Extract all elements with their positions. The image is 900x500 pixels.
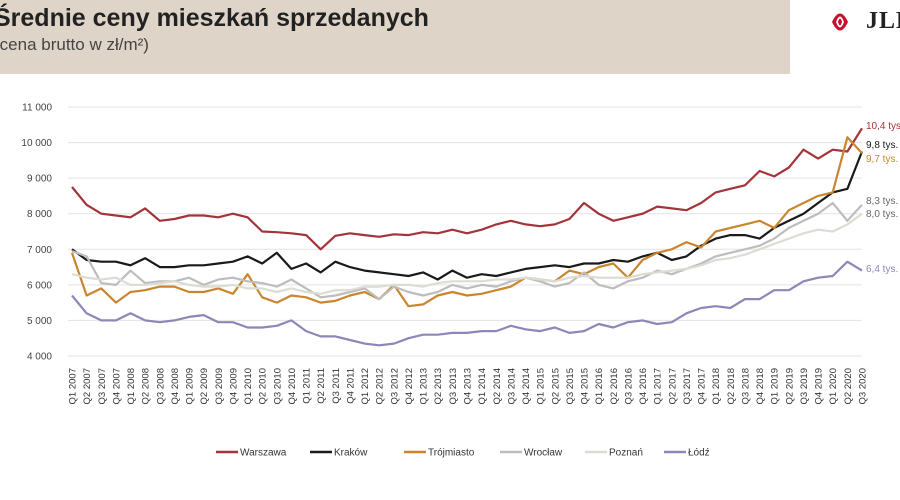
end-label: 9,7 tys. bbox=[866, 154, 898, 165]
x-tick-label: Q1 2014 bbox=[477, 368, 488, 404]
x-tick-label: Q2 2011 bbox=[316, 368, 327, 404]
x-tick-label: Q2 2020 bbox=[843, 368, 854, 404]
y-tick-label: 5 000 bbox=[27, 316, 52, 327]
end-label: 6,4 tys. bbox=[866, 264, 898, 275]
x-tick-label: Q2 2015 bbox=[550, 368, 561, 404]
legend-label: Trójmiasto bbox=[428, 448, 475, 459]
series-line-poznan bbox=[71, 212, 863, 295]
end-label: 10,4 tys. bbox=[866, 121, 900, 132]
legend-label: Kraków bbox=[334, 448, 368, 459]
x-tick-label: Q3 2015 bbox=[565, 368, 576, 404]
x-tick-label: Q3 2017 bbox=[682, 368, 693, 404]
x-tick-label: Q3 2010 bbox=[272, 368, 283, 404]
series-line-krakow bbox=[71, 151, 864, 281]
x-tick-label: Q1 2010 bbox=[243, 368, 254, 404]
end-labels: 10,4 tys. 9,8 tys. 9,7 tys. 8,3 tys. 8,0 tys… bbox=[866, 121, 900, 275]
x-tick-label: Q2 2019 bbox=[784, 368, 795, 404]
x-tick-label: Q4 2017 bbox=[697, 368, 708, 404]
x-tick-label: Q3 2014 bbox=[506, 368, 517, 404]
x-tick-label: Q1 2017 bbox=[653, 368, 664, 404]
x-axis: Q1 2007 Q2 2007 Q3 2007 Q4 2007 Q1 2008 Q2 20… bbox=[68, 368, 869, 404]
x-tick-label: Q1 2012 bbox=[360, 368, 371, 404]
x-tick-label: Q2 2014 bbox=[492, 368, 503, 404]
x-tick-label: Q2 2013 bbox=[433, 368, 444, 404]
series-line-lodz bbox=[71, 260, 863, 347]
y-tick-label: 6 000 bbox=[27, 280, 52, 291]
x-tick-label: Q1 2019 bbox=[770, 368, 781, 404]
x-tick-label: Q3 2007 bbox=[97, 368, 108, 404]
series-lines bbox=[70, 127, 864, 347]
header-band bbox=[0, 0, 790, 74]
legend-label: Poznań bbox=[609, 448, 643, 459]
x-tick-label: Q1 2016 bbox=[594, 368, 605, 404]
x-tick-label: Q4 2016 bbox=[638, 368, 649, 404]
legend: Warszawa Kraków Trójmiasto Wrocław Poznań Łód… bbox=[216, 448, 710, 459]
x-tick-label: Q2 2010 bbox=[258, 368, 269, 404]
y-axis: 4 000 5 000 6 000 7 000 8 000 9 000 10 000 11 0… bbox=[21, 103, 52, 363]
x-tick-label: Q2 2017 bbox=[667, 368, 678, 404]
y-tick-label: 11 000 bbox=[22, 103, 52, 114]
end-label: 8,0 tys. bbox=[866, 209, 898, 220]
series-line-warszawa bbox=[71, 127, 863, 251]
y-tick-label: 8 000 bbox=[27, 209, 52, 220]
x-tick-label: Q2 2018 bbox=[726, 368, 737, 404]
end-label: 9,8 tys. bbox=[866, 140, 898, 151]
x-tick-label: Q4 2009 bbox=[228, 368, 239, 404]
x-tick-label: Q2 2009 bbox=[199, 368, 210, 404]
y-tick-label: 4 000 bbox=[27, 352, 52, 363]
series-line-wroclaw bbox=[71, 201, 863, 301]
y-tick-label: 10 000 bbox=[21, 138, 52, 149]
x-tick-label: Q2 2008 bbox=[141, 368, 152, 404]
x-tick-label: Q1 2009 bbox=[185, 368, 196, 404]
x-tick-label: Q3 2009 bbox=[214, 368, 225, 404]
x-tick-label: Q3 2020 bbox=[858, 368, 869, 404]
x-tick-label: Q4 2015 bbox=[580, 368, 591, 404]
x-tick-label: Q3 2013 bbox=[448, 368, 459, 404]
x-tick-label: Q4 2019 bbox=[814, 368, 825, 404]
x-tick-label: Q2 2016 bbox=[609, 368, 620, 404]
x-tick-label: Q2 2012 bbox=[375, 368, 386, 404]
x-tick-label: Q4 2007 bbox=[111, 368, 122, 404]
x-tick-label: Q3 2008 bbox=[155, 368, 166, 404]
x-tick-label: Q4 2018 bbox=[755, 368, 766, 404]
page-subtitle: (cena brutto w zł/m²) bbox=[0, 35, 149, 54]
x-tick-label: Q2 2007 bbox=[82, 368, 93, 404]
y-tick-label: 9 000 bbox=[27, 174, 52, 185]
x-tick-label: Q3 2011 bbox=[331, 368, 342, 404]
x-tick-label: Q1 2015 bbox=[536, 368, 547, 404]
x-tick-label: Q1 2011 bbox=[302, 368, 313, 404]
legend-label: Wrocław bbox=[524, 448, 563, 459]
jll-logo-text: JLL bbox=[866, 8, 900, 34]
x-tick-label: Q1 2007 bbox=[68, 368, 79, 404]
x-tick-label: Q4 2014 bbox=[521, 368, 532, 404]
page-title: Średnie ceny mieszkań sprzedanych bbox=[0, 4, 429, 32]
y-tick-label: 7 000 bbox=[27, 245, 52, 256]
x-tick-label: Q4 2013 bbox=[463, 368, 474, 404]
end-label: 8,3 tys. bbox=[866, 196, 898, 207]
x-tick-label: Q3 2019 bbox=[799, 368, 810, 404]
x-tick-label: Q1 2018 bbox=[711, 368, 722, 404]
x-tick-label: Q4 2010 bbox=[287, 368, 298, 404]
x-tick-label: Q3 2016 bbox=[623, 368, 634, 404]
x-tick-label: Q3 2018 bbox=[741, 368, 752, 404]
x-tick-label: Q3 2012 bbox=[389, 368, 400, 404]
series-line-trojmiasto bbox=[70, 136, 863, 308]
x-tick-label: Q4 2012 bbox=[404, 368, 415, 404]
x-tick-label: Q4 2008 bbox=[170, 368, 181, 404]
x-tick-label: Q1 2013 bbox=[419, 368, 430, 404]
x-tick-label: Q1 2020 bbox=[828, 368, 839, 404]
jll-logo-mark bbox=[832, 13, 848, 31]
chart-grid bbox=[68, 106, 862, 357]
jll-logo bbox=[832, 13, 848, 31]
legend-label: Warszawa bbox=[240, 448, 287, 459]
x-tick-label: Q4 2011 bbox=[346, 368, 357, 404]
legend-label: Łódź bbox=[688, 448, 710, 459]
x-tick-label: Q1 2008 bbox=[126, 368, 137, 404]
